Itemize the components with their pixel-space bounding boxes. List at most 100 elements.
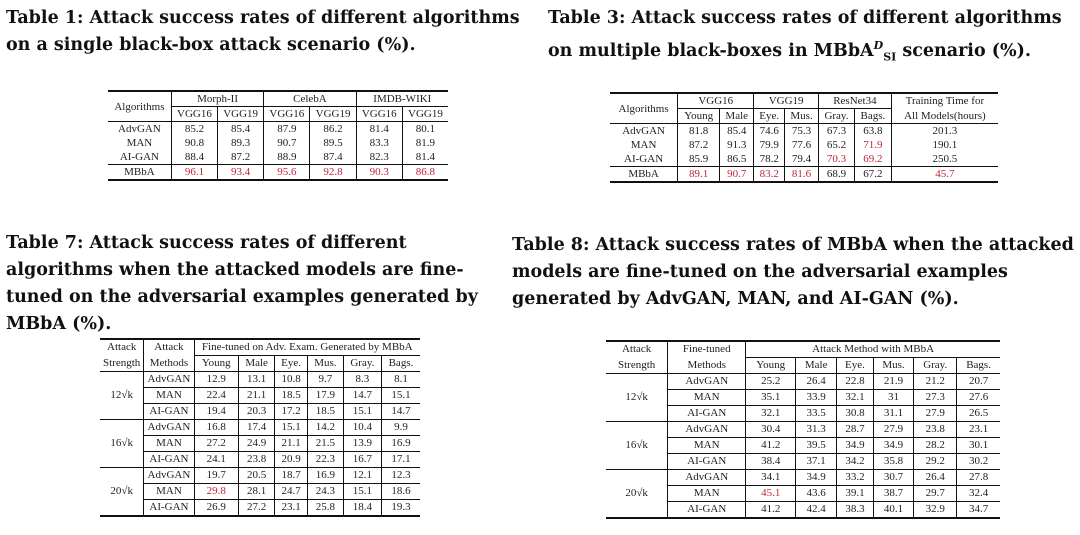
table-cell: 20.5 bbox=[237, 467, 275, 484]
table-cell: 21.5 bbox=[306, 435, 344, 452]
table8-header-group: Attack Method with MBbA bbox=[745, 341, 1000, 358]
table-cell: 87.2 bbox=[217, 150, 264, 165]
table-cell: 15.1 bbox=[342, 483, 382, 500]
table1-header-algorithms: Algorithms bbox=[108, 91, 172, 122]
table3-header-sub: Eye. bbox=[753, 108, 785, 124]
table-cell: 12.9 bbox=[193, 371, 239, 388]
table-cell: 91.3 bbox=[719, 138, 754, 152]
table7-header-sub: Bags. bbox=[380, 355, 420, 372]
table-cell: 21.9 bbox=[872, 373, 914, 390]
table-cell: 31 bbox=[872, 389, 914, 406]
table-cell: 38.7 bbox=[872, 485, 914, 502]
table8-header-sub: Mus. bbox=[872, 357, 914, 374]
table-cell: 201.3 bbox=[890, 123, 998, 138]
table-cell: 30.7 bbox=[872, 469, 914, 486]
table-cell: 12.1 bbox=[342, 467, 382, 484]
table-cell: 27.6 bbox=[956, 389, 1000, 406]
table3-header-sub: Young bbox=[677, 108, 720, 124]
table7-header-methods: Attack bbox=[143, 339, 195, 356]
strength-label: 16√k bbox=[606, 421, 668, 470]
table-cell: 17.9 bbox=[306, 387, 344, 404]
table-cell: 40.1 bbox=[872, 501, 914, 518]
row-label: MBbA bbox=[124, 166, 155, 178]
table-cell: 30.8 bbox=[836, 405, 874, 422]
table-cell: 34.9 bbox=[836, 437, 874, 454]
table-cell: 34.2 bbox=[836, 453, 874, 470]
table-cell: 30.2 bbox=[956, 453, 1000, 470]
row-label: MAN bbox=[143, 435, 195, 452]
table3-caption-text: Attack success rates of different algori… bbox=[548, 8, 1062, 61]
table-cell: 83.3 bbox=[355, 136, 403, 150]
table8-header-strength: Attack bbox=[621, 343, 652, 356]
table-cell: 41.2 bbox=[745, 437, 796, 454]
table-cell: 17.4 bbox=[237, 419, 275, 436]
table-cell: 19.3 bbox=[380, 499, 420, 516]
table-cell: 18.5 bbox=[306, 403, 344, 420]
table-cell: 33.2 bbox=[836, 469, 874, 486]
table-row: AI-GAN 38.4 37.1 34.2 35.8 29.2 30.2 bbox=[606, 453, 1000, 470]
row-label: AI-GAN bbox=[143, 451, 195, 468]
table-cell-highlight: 90.7 bbox=[719, 166, 754, 182]
table7-caption: Table 7: Attack success rates of differe… bbox=[6, 230, 506, 338]
table8-header-sub: Bags. bbox=[956, 357, 1000, 374]
table7-header-sub: Male bbox=[237, 355, 275, 372]
table1-header-sub: VGG16 bbox=[170, 106, 218, 122]
table-row: MAN 90.8 89.3 90.7 89.5 83.3 81.9 bbox=[108, 136, 448, 150]
table-cell: 8.1 bbox=[380, 371, 420, 388]
table-cell: 15.1 bbox=[274, 419, 308, 436]
table3-header-sub: Mus. bbox=[784, 108, 819, 124]
table-cell: 27.2 bbox=[193, 435, 239, 452]
table8-caption: Table 8: Attack success rates of MBbA wh… bbox=[512, 232, 1074, 313]
table-cell-highlight: 95.6 bbox=[263, 164, 310, 180]
table1-header-group: Morph-II bbox=[170, 91, 264, 107]
table1-caption: Table 1: Attack success rates of differe… bbox=[6, 5, 541, 59]
table-cell: 82.3 bbox=[355, 150, 403, 165]
table-cell-highlight: 83.2 bbox=[753, 166, 785, 182]
table8-header-sub: Young bbox=[745, 357, 796, 374]
table-cell: 41.2 bbox=[745, 501, 796, 518]
table-row: AI-GAN 24.1 23.8 20.9 22.3 16.7 17.1 bbox=[100, 451, 420, 468]
table-cell: 190.1 bbox=[890, 138, 998, 152]
table1-header-sub: VGG16 bbox=[355, 106, 403, 122]
table-cell: 32.9 bbox=[913, 501, 957, 518]
row-label: AdvGAN bbox=[143, 419, 195, 436]
table-cell: 65.2 bbox=[817, 138, 855, 152]
table-row: MBbA 96.1 93.4 95.6 92.8 90.3 86.8 bbox=[108, 164, 448, 180]
table7-header-sub: Mus. bbox=[306, 355, 344, 372]
table-row: AI-GAN 19.4 20.3 17.2 18.5 15.1 14.7 bbox=[100, 403, 420, 420]
table-cell: 28.2 bbox=[913, 437, 957, 454]
table-cell: 42.4 bbox=[795, 501, 837, 518]
table-cell: 88.9 bbox=[263, 150, 310, 165]
table-cell: 18.6 bbox=[380, 483, 420, 500]
table-cell: 86.2 bbox=[309, 121, 357, 136]
table-cell: 16.9 bbox=[306, 467, 344, 484]
table3-header-sub: Gray. bbox=[817, 108, 855, 124]
table-cell: 25.2 bbox=[745, 373, 796, 390]
table-row: 16√k AdvGAN 30.4 31.3 28.7 27.9 23.8 23.… bbox=[606, 421, 1000, 470]
table-cell: 24.9 bbox=[237, 435, 275, 452]
table7-header-methods-2: Methods bbox=[143, 355, 195, 372]
table-cell: 26.4 bbox=[795, 373, 837, 390]
table-cell: 24.3 bbox=[306, 483, 344, 500]
table3-header-group: ResNet34 bbox=[817, 93, 892, 109]
table-cell: 31.1 bbox=[872, 405, 914, 422]
table1-header-sub: VGG19 bbox=[217, 106, 264, 122]
table3-header-group: VGG19 bbox=[753, 93, 819, 109]
table3-header-sub: Male bbox=[719, 108, 754, 124]
table-cell-highlight: 93.4 bbox=[217, 164, 264, 180]
table-row: MAN 27.2 24.9 21.1 21.5 13.9 16.9 bbox=[100, 435, 420, 452]
table-cell: 43.6 bbox=[795, 485, 837, 502]
table-row: MAN 87.2 91.3 79.9 77.6 65.2 71.9 190.1 bbox=[610, 138, 998, 152]
table-cell: 18.4 bbox=[342, 499, 382, 516]
table-cell: 14.7 bbox=[342, 387, 382, 404]
table-cell: 81.8 bbox=[677, 123, 720, 138]
table3-header-time-2: All Models(hours) bbox=[890, 108, 998, 124]
table-row: AI-GAN 26.9 27.2 23.1 25.8 18.4 19.3 bbox=[100, 499, 420, 516]
table-cell: 14.2 bbox=[306, 419, 344, 436]
table-cell-highlight: 29.8 bbox=[193, 483, 239, 500]
table-row: 20√k AdvGAN 34.1 34.9 33.2 30.7 26.4 27.… bbox=[606, 469, 1000, 519]
table-cell: 9.7 bbox=[306, 371, 344, 388]
table-cell: 23.8 bbox=[913, 421, 957, 438]
table-cell: 88.4 bbox=[170, 150, 218, 165]
table-row: 16√k AdvGAN 16.8 17.4 15.1 14.2 10.4 9.9 bbox=[100, 419, 420, 468]
